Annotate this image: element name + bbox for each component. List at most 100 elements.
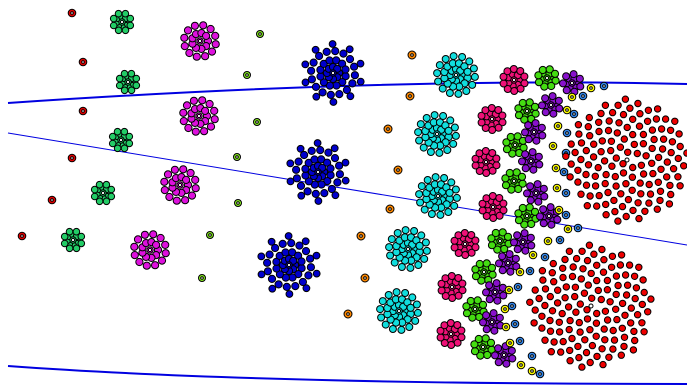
rosette-dot xyxy=(114,26,123,35)
rosette-dot xyxy=(312,269,321,278)
dot-center xyxy=(564,213,568,217)
dot-center xyxy=(555,186,559,190)
rosette-center xyxy=(315,169,321,175)
spiral-dot xyxy=(609,345,617,353)
spiral-dot xyxy=(604,188,612,197)
dot-center xyxy=(572,112,576,116)
dot-center xyxy=(504,325,508,329)
rosette-dot xyxy=(417,182,426,191)
rosette-dot xyxy=(534,71,543,80)
rosette-dot xyxy=(315,51,324,61)
rosette-dot xyxy=(499,79,508,88)
rosette-dot xyxy=(447,341,456,349)
rosette-dot xyxy=(451,185,460,194)
spiral-dot xyxy=(575,353,583,362)
rosette-dot xyxy=(65,244,74,253)
rosette-dot xyxy=(430,111,439,120)
rosette-dot xyxy=(492,279,501,288)
rosette-dot xyxy=(278,239,287,248)
single-dot xyxy=(234,199,242,207)
rosette-center xyxy=(434,131,440,137)
rosette-dot xyxy=(192,52,201,61)
spiral-dot xyxy=(557,348,565,356)
rosette-dot xyxy=(311,189,320,198)
spiral-dot xyxy=(546,327,555,335)
rosette-dot xyxy=(547,220,556,229)
spiral-dot xyxy=(639,130,648,139)
rosette-dot xyxy=(526,233,535,242)
rosette-dot xyxy=(506,132,515,142)
spiral-dot xyxy=(576,300,584,308)
rosette-dot xyxy=(324,148,333,157)
rosette-center xyxy=(512,142,518,148)
rosette-dot xyxy=(300,150,309,160)
dot-center xyxy=(565,108,569,112)
rosette-dot xyxy=(523,189,531,198)
spiral-dot xyxy=(648,144,656,153)
rosette-dot xyxy=(536,212,544,221)
dot-center xyxy=(258,32,262,36)
dot-center xyxy=(530,354,534,358)
spiral-dot xyxy=(618,299,627,308)
dot-center xyxy=(200,276,204,280)
rosette-dot xyxy=(435,61,444,70)
spiral-dot xyxy=(593,309,601,318)
bottom-curve xyxy=(7,365,687,385)
rosette-cluster xyxy=(477,104,507,134)
rosette-dot xyxy=(350,62,359,71)
rosette-dot xyxy=(311,45,320,54)
rosette-dot xyxy=(330,154,340,163)
rosette-dot xyxy=(113,127,122,136)
spiral-dot xyxy=(583,315,592,323)
rosette-center xyxy=(480,344,486,350)
spiral-dot xyxy=(618,202,627,211)
spiral-dot xyxy=(555,328,564,336)
rosette-dot xyxy=(140,230,149,239)
rosette-dot xyxy=(191,184,200,193)
rosette-dot xyxy=(163,170,173,179)
rosette-dot xyxy=(121,9,130,18)
rosette-dot xyxy=(172,196,181,205)
spiral-dot xyxy=(623,281,632,289)
rosette-dot xyxy=(453,321,462,329)
rosette-dot xyxy=(414,261,423,269)
rosette-dot xyxy=(525,98,534,107)
rosette-dot xyxy=(487,104,496,112)
rosette-dot xyxy=(335,161,344,170)
spiral-dot xyxy=(633,149,641,158)
dot-center xyxy=(581,94,585,98)
rosette-dot xyxy=(406,263,415,272)
rosette-dot xyxy=(537,123,546,132)
spiral-dot xyxy=(565,247,574,256)
spiral-dot xyxy=(613,315,621,324)
spiral-dot xyxy=(612,272,621,280)
single-dot xyxy=(535,369,545,379)
spiral-dot xyxy=(657,165,665,174)
spiral-dot xyxy=(595,118,603,127)
rosette-dot xyxy=(161,240,170,249)
rosette-dot xyxy=(265,250,274,259)
rosette-dot xyxy=(501,181,511,190)
spiral-dot xyxy=(598,245,606,254)
rosette-center xyxy=(497,238,503,244)
spiral-dot xyxy=(634,199,642,207)
spiral-dot xyxy=(588,294,596,302)
rosette-dot xyxy=(482,212,491,220)
dot-center xyxy=(208,233,212,237)
rosette-dot xyxy=(397,325,406,334)
rosette-dot xyxy=(179,165,188,174)
rosette-dot xyxy=(115,74,124,83)
rosette-dot xyxy=(341,158,350,167)
rosette-dot xyxy=(514,216,524,225)
spiral-dot xyxy=(601,336,609,344)
rosette-dot xyxy=(125,132,134,141)
rosette-dot xyxy=(165,192,174,202)
spiral-dot xyxy=(632,284,641,292)
spiral-dot xyxy=(553,299,562,307)
rosette-cluster xyxy=(130,230,170,270)
rosette-dot xyxy=(301,237,310,246)
rosette-dot xyxy=(121,26,130,35)
rosette-dot xyxy=(447,272,456,280)
single-dot xyxy=(552,183,562,193)
